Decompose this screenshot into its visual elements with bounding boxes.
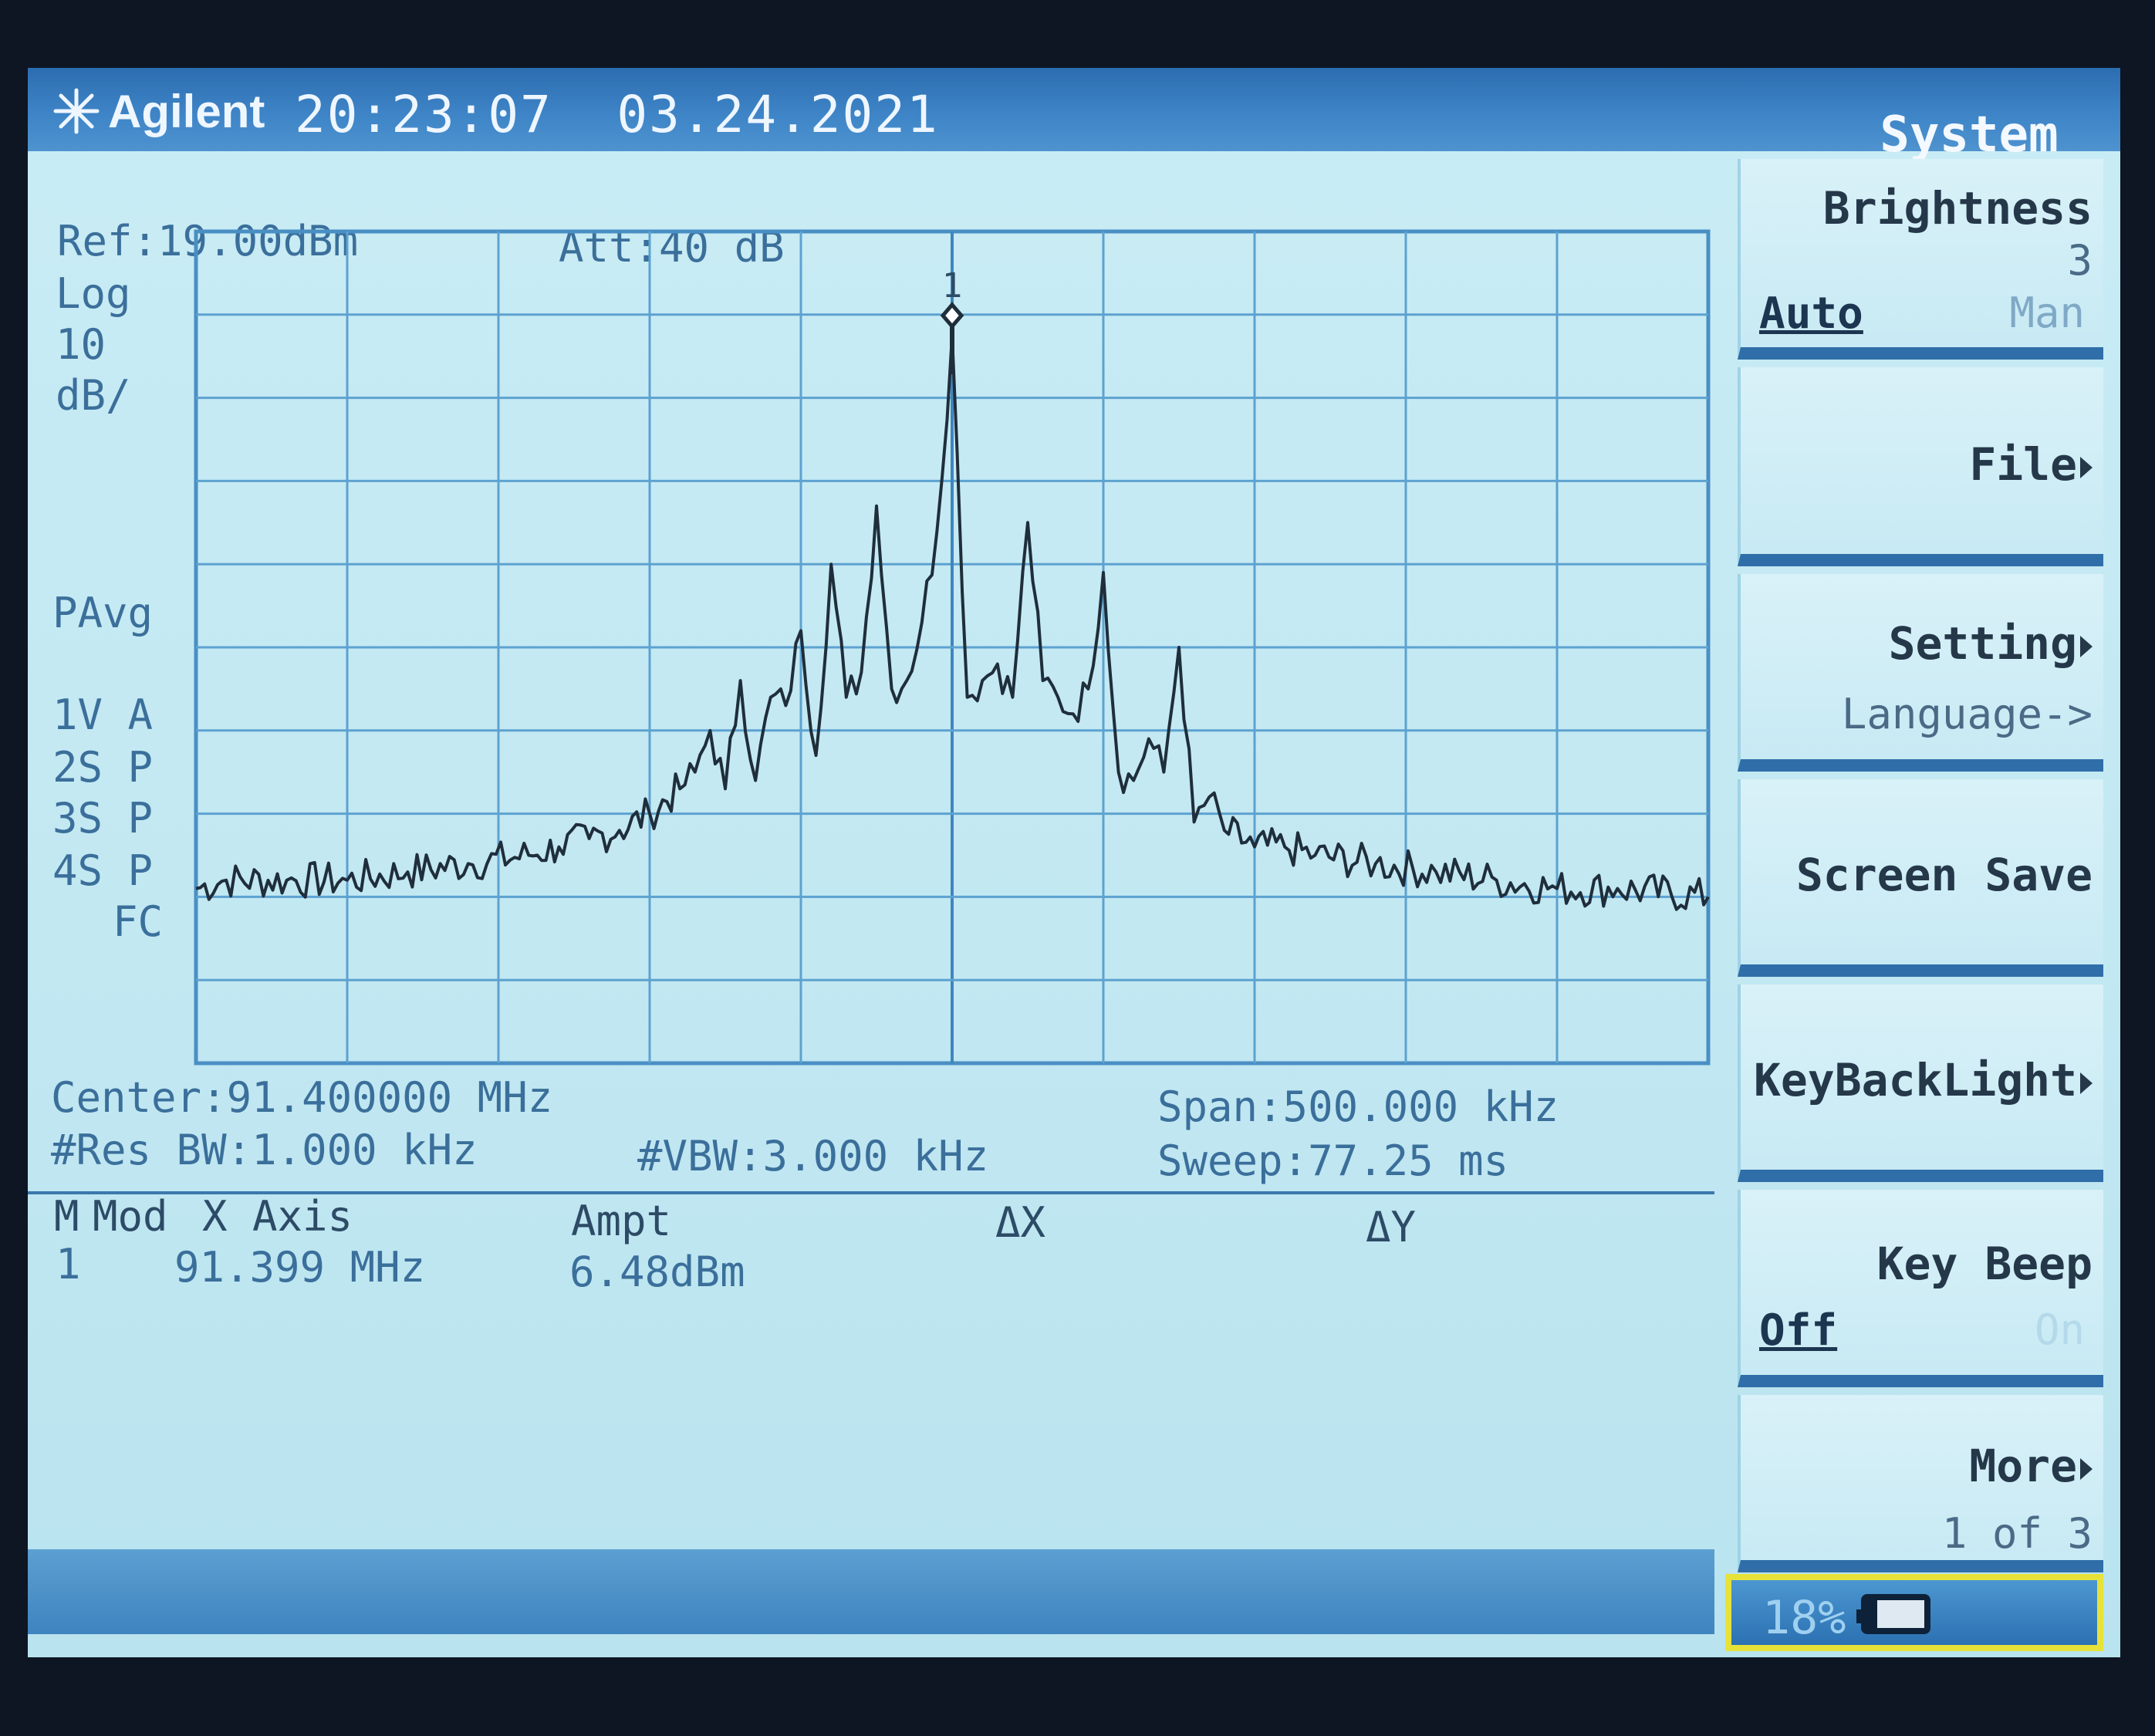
brightness-value: 3 xyxy=(2067,236,2093,285)
battery-percent: 18% xyxy=(1762,1591,1846,1645)
submenu-arrow-icon xyxy=(2080,1072,2093,1094)
file-label: File xyxy=(1969,438,2077,491)
menu-title: System xyxy=(1880,106,2059,164)
col-delta-x: ΔX xyxy=(995,1198,1046,1247)
col-m: M xyxy=(54,1192,79,1241)
setting-softkey[interactable]: Setting Language-> xyxy=(1738,574,2103,772)
file-softkey[interactable]: File xyxy=(1738,367,2103,566)
brightness-softkey[interactable]: Brightness 3 Auto Man xyxy=(1738,159,2103,360)
setting-language: Language-> xyxy=(1841,690,2093,738)
key-beep-off-option: Off xyxy=(1759,1305,1838,1356)
keybacklight-label: KeyBackLight xyxy=(1753,1054,2077,1106)
key-beep-on-option: On xyxy=(2034,1305,2085,1354)
marker-number: 1 xyxy=(942,266,963,306)
spectrum-display: 1 xyxy=(194,229,1711,1066)
screen-save-softkey[interactable]: Screen Save xyxy=(1738,779,2103,977)
marker-number-cell: 1 xyxy=(56,1240,81,1288)
trace-3-status: 3S P xyxy=(52,794,154,843)
more-page: 1 of 3 xyxy=(1941,1509,2093,1558)
video-bandwidth: #VBW:3.000 kHz xyxy=(637,1132,989,1180)
trace-1-status: 1V A xyxy=(52,691,154,739)
keybacklight-softkey[interactable]: KeyBackLight xyxy=(1738,985,2103,1182)
marker-1[interactable]: 1 xyxy=(940,266,964,374)
key-beep-label: Key Beep xyxy=(1876,1238,2093,1290)
battery-indicator: 18% xyxy=(1725,1574,2103,1651)
more-label: More xyxy=(1969,1440,2077,1492)
sweep-time: Sweep:77.25 ms xyxy=(1157,1137,1509,1185)
marker-diamond-icon xyxy=(940,302,964,329)
center-frequency: Center:91.400000 MHz xyxy=(51,1073,553,1122)
span: Span:500.000 kHz xyxy=(1157,1082,1559,1131)
key-beep-softkey[interactable]: Key Beep Off On xyxy=(1738,1190,2103,1387)
title-bar: Agilent 20:23:07 03.24.2021 System xyxy=(28,68,2120,164)
analyzer-screen: Agilent 20:23:07 03.24.2021 System Ref:1… xyxy=(28,68,2120,1657)
date-readout: 03.24.2021 xyxy=(616,85,939,144)
agilent-spark-icon xyxy=(53,88,100,134)
graticule xyxy=(194,229,1711,1066)
more-softkey[interactable]: More 1 of 3 xyxy=(1738,1395,2103,1572)
spectrum-trace xyxy=(195,334,1710,911)
scale-value: 10 xyxy=(56,320,106,369)
marker-amplitude: 6.48dBm xyxy=(569,1248,745,1296)
brightness-auto-option: Auto xyxy=(1759,289,1863,339)
screen-save-label: Screen Save xyxy=(1795,849,2093,901)
brand-logo: Agilent xyxy=(52,80,265,142)
marker-x-value: 91.399 MHz xyxy=(174,1243,426,1292)
submenu-arrow-icon xyxy=(2080,456,2093,478)
softkey-panel: Brightness 3 Auto Man File Setting Langu… xyxy=(1724,151,2120,1657)
scale-unit: dB/ xyxy=(56,371,131,420)
brand-name: Agilent xyxy=(108,85,265,137)
status-bar xyxy=(28,1549,1714,1634)
col-ampt: Ampt xyxy=(571,1197,672,1245)
scale-mode: Log xyxy=(56,269,131,318)
col-x-axis: X Axis xyxy=(202,1192,353,1241)
freq-count-indicator: FC xyxy=(113,897,164,946)
submenu-arrow-icon xyxy=(2080,635,2093,657)
average-mode: PAvg xyxy=(52,589,154,637)
brightness-label: Brightness xyxy=(1822,182,2093,235)
resolution-bandwidth: #Res BW:1.000 kHz xyxy=(51,1126,478,1174)
col-mod: Mod xyxy=(93,1192,168,1241)
col-delta-y: ΔY xyxy=(1366,1203,1417,1251)
setting-label: Setting xyxy=(1888,617,2077,670)
trace-2-status: 2S P xyxy=(52,743,154,792)
trace-4-status: 4S P xyxy=(52,846,154,895)
clock: 20:23:07 03.24.2021 xyxy=(295,85,939,144)
battery-icon xyxy=(1856,1594,1930,1634)
time-readout: 20:23:07 xyxy=(295,85,552,144)
ref-level: Ref:19.00dBm xyxy=(57,217,359,265)
brightness-man-option: Man xyxy=(2009,289,2085,337)
submenu-arrow-icon xyxy=(2080,1457,2093,1480)
divider xyxy=(28,1191,1714,1194)
